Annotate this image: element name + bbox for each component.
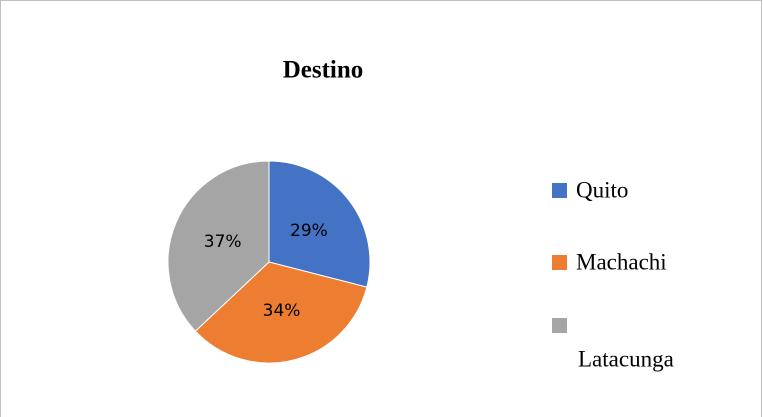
- pie-slice: [167, 160, 270, 332]
- data-label: 34%: [263, 301, 301, 321]
- chart-title: Destino: [283, 57, 364, 84]
- data-label: 29%: [290, 221, 328, 241]
- legend-label: Quito: [576, 177, 628, 202]
- pie-slice: [194, 261, 368, 364]
- legend-swatch: [552, 183, 567, 198]
- legend-label: Latacunga: [578, 346, 674, 371]
- legend-swatch: [552, 318, 567, 333]
- legend-label: Machachi: [576, 249, 667, 274]
- data-label: 37%: [204, 232, 242, 252]
- pie-slice: [268, 160, 371, 288]
- legend-swatch: [552, 255, 567, 270]
